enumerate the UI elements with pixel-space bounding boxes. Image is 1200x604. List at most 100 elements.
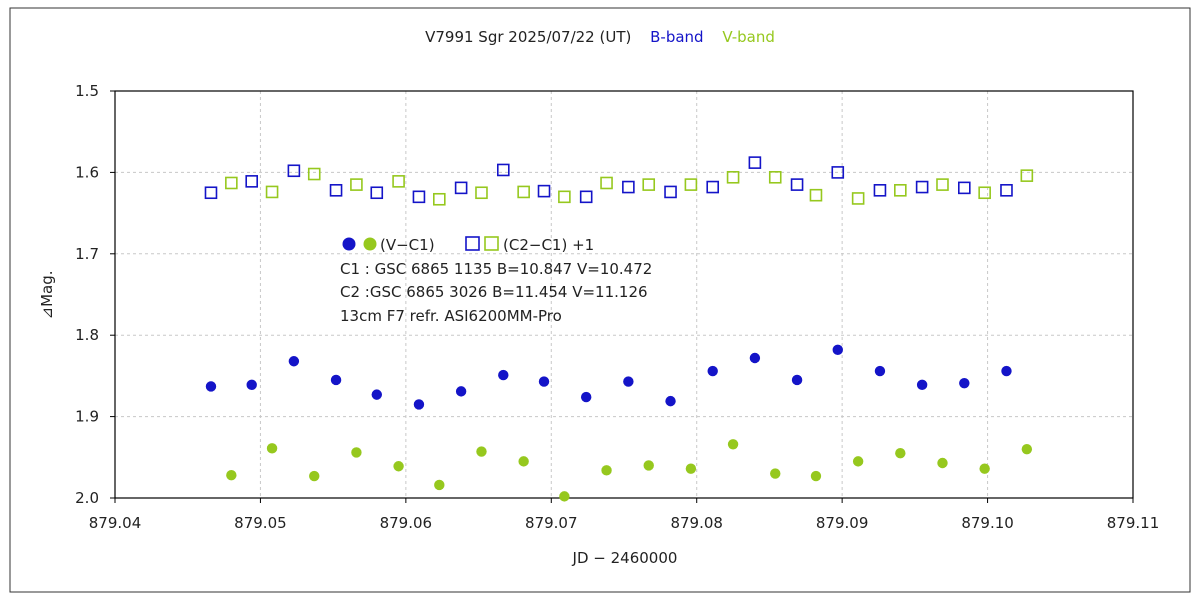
data-point-circle (226, 470, 237, 481)
y-tick-label: 2.0 (75, 489, 99, 507)
data-point-square (768, 170, 782, 184)
grid-lines (115, 91, 1133, 498)
data-point-circle (455, 386, 467, 397)
data-point-circle (643, 460, 654, 471)
data-point-square (726, 170, 740, 184)
data-point-square (329, 184, 343, 197)
x-tick-label: 879.11 (1107, 514, 1160, 532)
data-point-circle (959, 378, 970, 389)
data-point-square (370, 186, 384, 200)
legend-open-square-b (465, 236, 480, 251)
data-point-circle (874, 365, 886, 377)
comparison-star-info: C1 : GSC 6865 1135 B=10.847 V=10.472 C2 … (340, 260, 652, 325)
data-point-circle (413, 399, 425, 410)
data-point-circle (246, 379, 257, 391)
data-point-circle (832, 344, 843, 356)
legend-open-square-v (484, 236, 499, 251)
data-point-square (790, 178, 804, 191)
y-axis-ticks: 1.5 1.6 1.7 1.8 1.9 2.0 (75, 82, 115, 507)
data-point-square (1020, 169, 1034, 182)
data-point-square (664, 185, 677, 199)
y-tick-label: 1.5 (75, 82, 99, 100)
data-point-square (706, 180, 720, 194)
data-points (204, 156, 1034, 502)
data-point-circle (791, 374, 803, 386)
x-tick-label: 879.07 (525, 514, 578, 532)
marker-legend: (V−C1) (C2−C1) +1 (342, 236, 594, 254)
x-tick-label: 879.10 (961, 514, 1014, 532)
data-point-square (287, 164, 301, 178)
data-point-circle (371, 389, 382, 400)
data-point-circle (623, 376, 634, 387)
data-point-circle (351, 447, 362, 458)
data-point-square (412, 190, 426, 204)
x-tick-label: 879.08 (670, 514, 723, 532)
data-point-square (245, 175, 259, 188)
data-point-circle (852, 456, 864, 467)
data-point-square (600, 176, 613, 190)
series-b-vc1 (205, 344, 1012, 410)
data-point-square (307, 167, 321, 181)
data-point-circle (498, 369, 509, 381)
data-point-circle (518, 456, 529, 467)
data-point-square (684, 178, 698, 191)
data-point-circle (476, 446, 487, 457)
info-line-c2: C2 :GSC 6865 3026 B=11.454 V=11.126 (340, 283, 648, 301)
data-point-circle (538, 376, 550, 387)
data-point-square (558, 190, 571, 204)
chart-frame (9, 7, 1191, 593)
data-point-square (350, 178, 363, 191)
data-point-circle (665, 395, 676, 407)
legend-filled-circle-b (342, 237, 356, 251)
data-point-circle (727, 439, 739, 450)
legend-v-band: V-band (722, 28, 775, 46)
data-point-circle (895, 448, 906, 459)
x-axis-ticks: 879.04 879.05 879.06 879.07 879.08 879.09 879.… (89, 498, 1160, 532)
plot-area (114, 90, 1134, 499)
data-point-circle (580, 391, 592, 403)
data-point-square (958, 181, 971, 195)
data-point-square (622, 180, 635, 194)
data-point-square (204, 186, 218, 200)
legend-b-band: B-band (650, 28, 703, 46)
data-point-square (809, 188, 823, 202)
data-point-square (851, 192, 865, 205)
data-point-circle (937, 457, 948, 469)
data-point-square (475, 186, 488, 200)
data-point-circle (1021, 443, 1033, 455)
plot-border (114, 90, 1134, 499)
data-point-square (1000, 184, 1013, 197)
data-point-circle (266, 443, 278, 454)
data-point-circle (330, 374, 342, 386)
data-point-circle (685, 463, 697, 474)
series-b-c2c1 (204, 156, 1013, 204)
series-v-vc1 (226, 439, 1033, 502)
y-tick-label: 1.6 (75, 163, 99, 181)
data-point-square (454, 181, 468, 195)
data-point-circle (205, 381, 217, 392)
data-point-square (579, 190, 593, 204)
y-axis-label: ⊿Mag. (38, 271, 56, 320)
data-point-circle (309, 470, 320, 482)
data-point-circle (810, 470, 822, 482)
y-tick-label: 1.7 (75, 245, 99, 263)
data-point-square (496, 163, 510, 177)
data-point-circle (749, 352, 761, 364)
series-v-c2c1 (225, 167, 1034, 206)
data-point-square (537, 184, 551, 198)
data-point-circle (601, 465, 612, 476)
data-point-square (392, 175, 405, 188)
y-tick-label: 1.8 (75, 326, 99, 344)
x-tick-label: 879.04 (89, 514, 142, 532)
info-line-c1: C1 : GSC 6865 1135 B=10.847 V=10.472 (340, 260, 652, 278)
data-point-circle (916, 379, 928, 391)
data-point-circle (979, 463, 990, 474)
data-point-circle (770, 468, 781, 479)
data-point-square (831, 166, 845, 179)
data-point-square (936, 178, 949, 191)
data-point-square (748, 156, 762, 169)
data-point-circle (393, 461, 404, 472)
data-point-circle (559, 491, 570, 502)
